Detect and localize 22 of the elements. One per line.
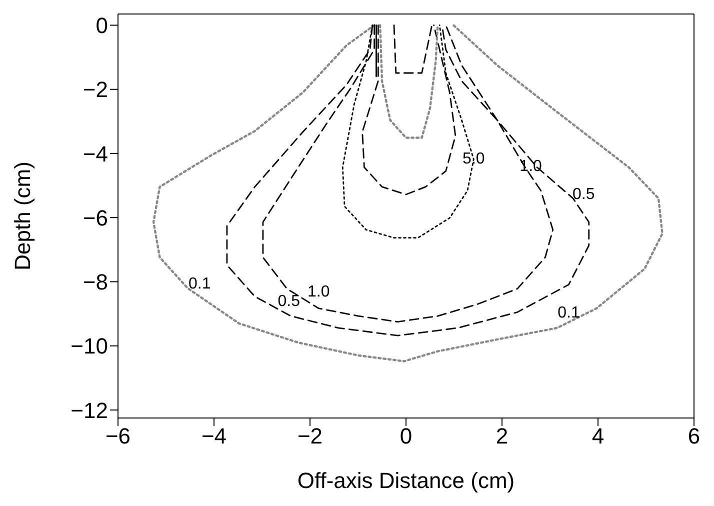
y-tick-label: −4 <box>82 141 108 166</box>
x-tick-label: −4 <box>201 424 227 449</box>
x-tick-label: −2 <box>297 424 323 449</box>
y-tick-label: −12 <box>70 398 108 423</box>
y-tick-label: 0 <box>96 13 108 38</box>
y-tick-label: −2 <box>82 77 108 102</box>
annotation: 5.0 <box>462 150 485 168</box>
annotation: 0.1 <box>188 276 211 293</box>
x-tick-label: 6 <box>688 424 700 449</box>
y-tick-label: −8 <box>82 270 108 295</box>
x-tick-label: 2 <box>496 424 508 449</box>
x-tick-label: 4 <box>592 424 604 449</box>
x-tick-label: 0 <box>400 424 412 449</box>
y-tick-label: −10 <box>70 334 108 359</box>
annotation: 0.5 <box>278 293 300 310</box>
annotation: 1.0 <box>308 283 330 300</box>
annotation: 0.5 <box>572 186 595 203</box>
y-axis-title: Depth (cm) <box>10 162 35 270</box>
x-tick-label: −6 <box>105 424 131 449</box>
x-axis-title: Off-axis Distance (cm) <box>297 468 515 493</box>
annotation: 0.1 <box>558 304 580 322</box>
y-tick-label: −6 <box>82 205 108 230</box>
